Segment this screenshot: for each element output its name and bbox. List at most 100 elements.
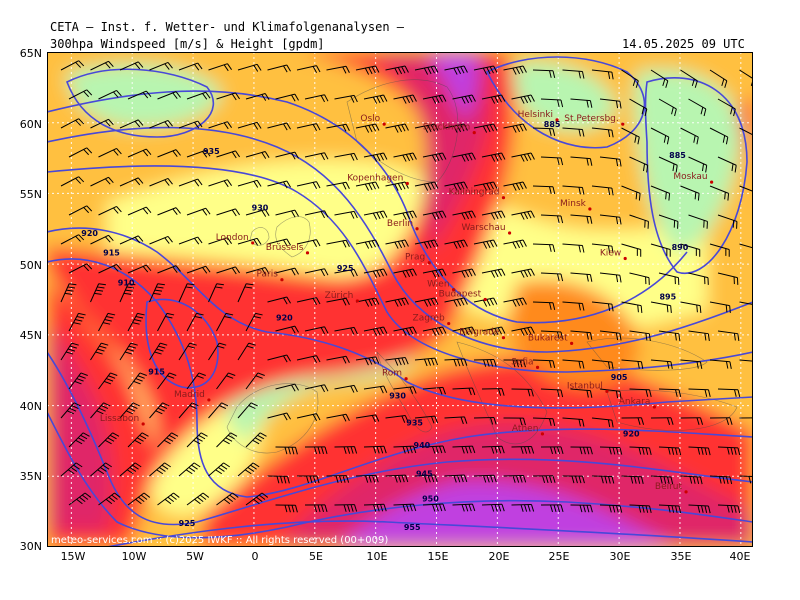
wind-barb [540,98,564,108]
wind-barb [444,474,468,483]
wind-barb [562,127,585,137]
wind-barb [385,415,409,423]
wind-barb [68,372,88,390]
wind-barb [688,98,707,117]
wind-barb [591,417,614,428]
wind-barb [414,181,439,191]
wind-barb [562,475,585,484]
wind-barb [422,210,447,220]
wind-barb [385,297,409,307]
wind-barb [599,272,622,283]
contour-label: 940 [414,441,431,450]
wind-barb [621,417,645,425]
wind-barb [98,89,122,100]
wind-barb [157,91,181,100]
wind-barb [127,206,152,216]
wind-barb [363,210,388,220]
wind-barb [481,326,506,336]
coast-iberia [226,383,319,454]
wind-barb [422,326,447,336]
contour-label: 910 [118,278,135,287]
wind-barb [414,474,438,483]
wind-barb [562,301,585,311]
wind-barb [709,127,729,145]
wind-barb [422,386,446,395]
wind-barb [334,326,358,335]
wind-barb [658,272,680,285]
city-marker [540,432,545,436]
lat-label-35n: 35N [19,470,42,483]
wind-barb [60,234,85,245]
shade-fresh-east-edge [732,152,753,352]
wind-barb [511,446,535,454]
wind-barb [540,388,564,398]
city-label: Minsk [560,199,587,209]
wind-barb [90,60,114,71]
wind-barb [119,119,144,129]
city-marker [415,227,419,231]
wind-barb [532,69,556,78]
wind-barb [481,503,505,512]
wind-barb [296,355,321,363]
wind-barb [503,239,527,249]
wind-barb [68,492,92,506]
wind-barb [127,372,147,390]
wind-barb [237,63,262,72]
city-label: Budapest [439,290,482,300]
city-label: St.Petersbg. [564,114,619,124]
wind-barb [688,272,709,285]
wind-barb [326,65,350,74]
wind-barb [629,446,652,456]
wind-barb [385,65,409,75]
city-label: Prag [405,253,425,263]
shade-core-atlantic [47,322,113,532]
wind-barb [739,417,753,419]
wind-barb [326,123,350,132]
contour-label: 920 [81,229,98,238]
shade-jet-central [47,52,514,547]
wind-barb [570,388,593,398]
wind-barb [216,492,239,506]
wind-barb [208,63,232,72]
wind-barb [503,417,526,426]
contour-label: 955 [404,523,421,532]
wind-barb [186,207,211,216]
wind-barb [208,402,229,419]
lon-label-10e: 10E [366,550,388,563]
wind-barb [355,181,380,191]
wind-barb [127,264,152,274]
wind-barb [267,180,291,189]
city-label: Istanbul [567,381,603,391]
city-label: Ankara [619,397,651,407]
coast-scandinavia [346,79,459,183]
wind-barb [149,283,165,303]
wind-barb [688,330,710,341]
city-marker [684,490,688,494]
wind-barb [717,156,737,173]
wind-barb [621,475,644,484]
wind-barb [444,181,468,191]
lat-label-50n: 50N [19,259,42,272]
height-contour-line [47,165,753,373]
wind-barb [570,156,593,166]
wind-barb [511,268,535,278]
wind-barb [414,239,439,249]
wind-barb [355,239,380,249]
contour-label: 915 [103,249,120,258]
wind-barb [178,283,195,303]
wind-barb [444,123,468,133]
wind-barb [216,266,241,275]
wind-barb [562,359,585,369]
wind-barb [186,432,208,448]
wind-barb [326,181,350,190]
wind-barb [127,148,152,158]
wind-barb [275,209,299,218]
wind-barb [680,359,703,369]
wind-barb [68,147,93,158]
city-label: Berlin [387,219,413,229]
lat-label-65n: 65N [19,47,42,60]
city-marker [427,261,431,265]
wind-barb [363,94,388,104]
shade-light-nw [67,63,222,128]
wind-barb [157,207,181,216]
